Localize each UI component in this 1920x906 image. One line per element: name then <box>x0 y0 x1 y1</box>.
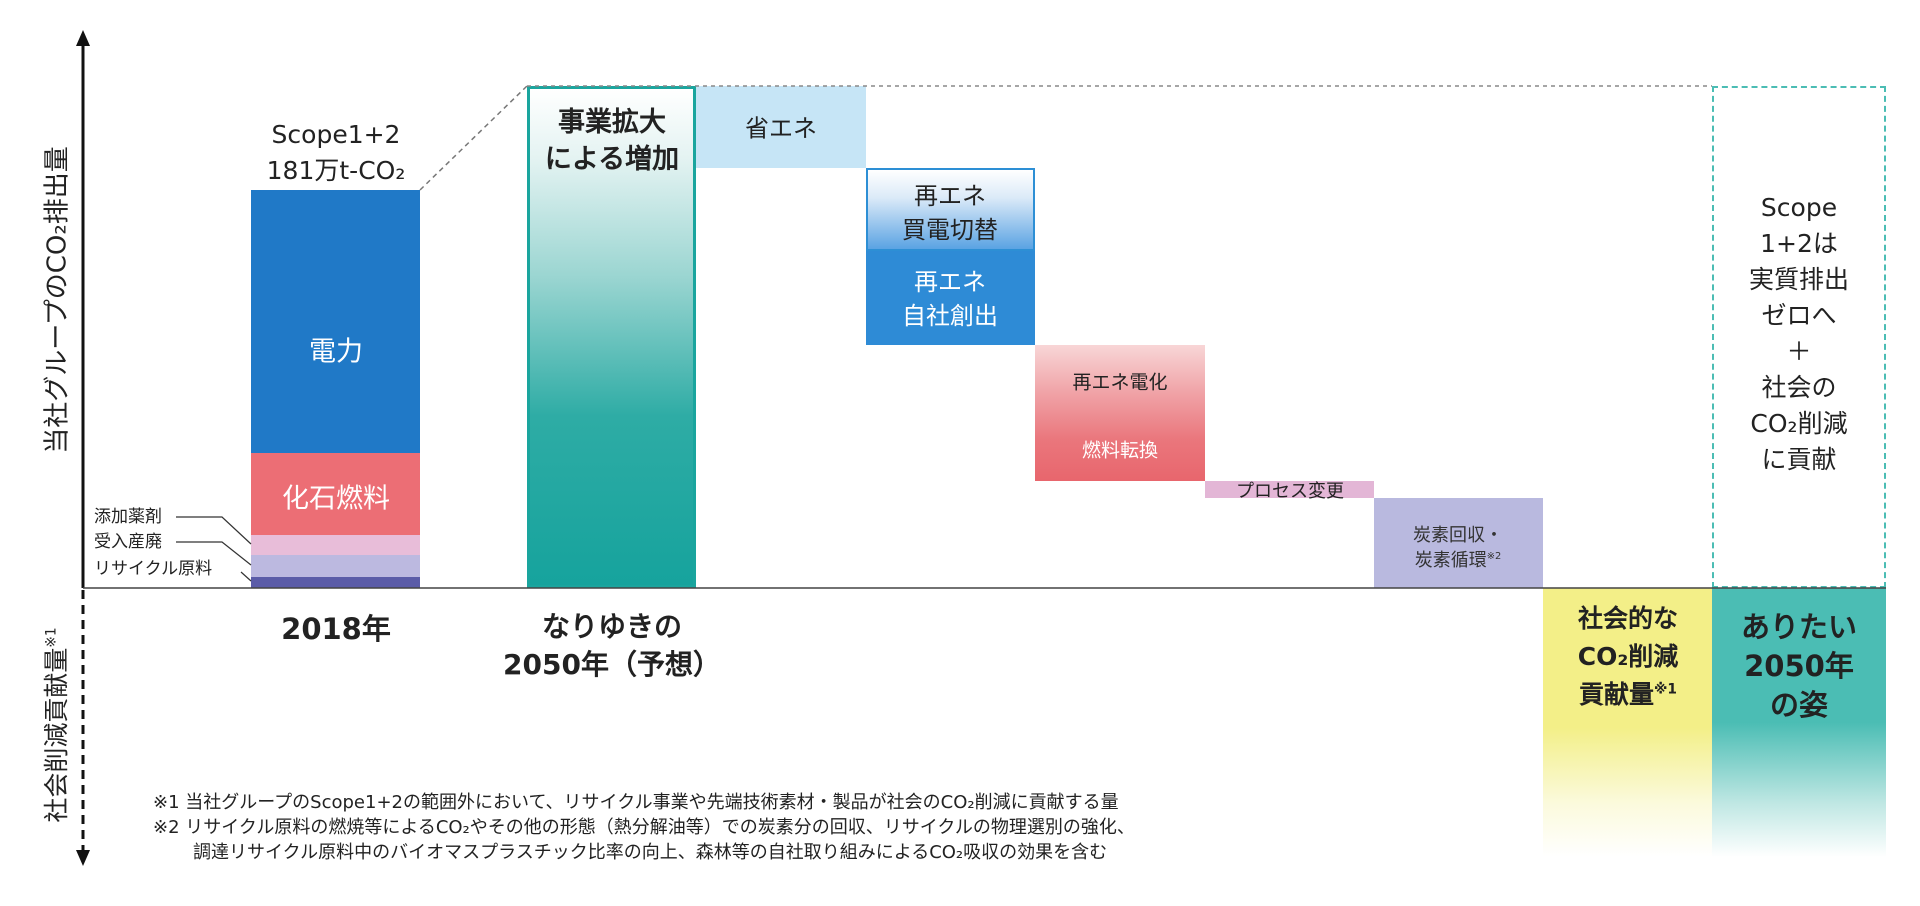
goal-line-4: ゼロへ <box>1761 301 1837 330</box>
bar-ideal-2050 <box>1712 588 1886 857</box>
additive-label: 添加薬剤 <box>94 507 162 527</box>
business-expansion-line-2: による増加 <box>544 144 680 175</box>
goal-line-8: に貢献 <box>1761 445 1837 474</box>
business-expansion-line-1: 事業拡大 <box>557 107 666 138</box>
business-expansion-label: 事業拡大 による増加 <box>545 104 679 178</box>
carbon-cycle-note: ※2 <box>1486 551 1502 563</box>
social-contribution-line-1: 社会的な <box>1577 604 1678 633</box>
year-2018-label: 2018年 <box>281 612 391 646</box>
process-change-label: プロセス変更 <box>1236 481 1344 502</box>
segment-additive <box>251 535 420 555</box>
segment-fossil-label: 化石燃料 <box>282 483 390 515</box>
goal-line-6: 社会の <box>1761 373 1837 402</box>
footnote-2: ※2 リサイクル原料の燃焼等によるCO₂やその他の形態（熱分解油等）での炭素分の… <box>153 817 1135 838</box>
renewable-purchase-line-1: 再エネ <box>914 182 986 210</box>
fuel-switch-label: 燃料転換 <box>1081 439 1159 462</box>
ideal-2050-line-1: ありたい <box>1740 610 1858 644</box>
bau-2050-line-1: なりゆきの <box>541 610 682 643</box>
bar-social-contribution <box>1543 588 1712 857</box>
social-contribution-label: 社会的な CO₂削減 貢献量※1 <box>1578 600 1679 714</box>
scope-total-value: 181万t-CO₂ <box>266 156 406 185</box>
goal-line-7: CO₂削減 <box>1750 409 1848 438</box>
bau-2050-line-2: 2050年（予想） <box>503 648 721 681</box>
bar-renewable-purchase <box>866 168 1035 251</box>
goal-line-2: 1+2は <box>1760 229 1838 258</box>
recycled-material-leader-line <box>240 571 252 582</box>
footnote-2-continued: 調達リサイクル原料中のバイオマスプラスチック比率の向上、森林等の自社取り組みによ… <box>193 842 1108 863</box>
segment-power-label: 電力 <box>309 336 363 368</box>
bau-2050-label: なりゆきの 2050年（予想） <box>503 608 721 684</box>
scope-label: Scope1+2 <box>271 120 401 149</box>
social-contribution-line-2: CO₂削減 <box>1577 642 1679 671</box>
renewable-purchase-label: 再エネ 買電切替 <box>902 179 998 247</box>
bar-renewable-self-generation <box>866 251 1035 345</box>
bar-business-expansion <box>527 86 696 588</box>
y-axis-lower-label: 社会削減貢献量※1 <box>42 627 71 823</box>
segment-power <box>251 190 420 453</box>
y-axis-up-arrow-icon <box>76 30 90 46</box>
carbon-capture-label: 炭素回収・ 炭素循環※2 <box>1413 523 1503 573</box>
renewable-self-line-2: 自社創出 <box>902 302 998 330</box>
bar-electrification-fuel-switch <box>1035 345 1205 481</box>
social-contribution-note: ※1 <box>1654 681 1677 698</box>
recycled-material-label: リサイクル原料 <box>94 559 213 579</box>
footnotes: ※1 当社グループのScope1+2の範囲外において、リサイクル事業や先端技術素… <box>153 790 1553 865</box>
y-axis-upper-label: 当社グループのCO₂排出量 <box>42 146 73 454</box>
y-axis-down-arrow-icon <box>76 850 90 866</box>
guide-diagonal-dashed <box>419 85 528 191</box>
received-waste-label: 受入産廃 <box>94 532 162 552</box>
goal-dashed-box <box>1712 86 1886 588</box>
bar-process-change <box>1205 481 1374 498</box>
bar-carbon-capture <box>1374 498 1543 588</box>
segment-recycled-material <box>251 577 420 588</box>
goal-line-3: 実質排出 <box>1748 265 1850 294</box>
renewable-purchase-line-2: 買電切替 <box>902 216 998 244</box>
electrification-label: 再エネ電化 <box>1072 371 1168 394</box>
scope-total-label: Scope1+2 181万t-CO₂ <box>267 117 406 189</box>
carbon-capture-line-2: 炭素循環※2 <box>1414 550 1502 571</box>
segment-received-waste <box>251 555 420 577</box>
additive-leader-line <box>176 516 252 545</box>
bar-energy-saving <box>696 86 866 168</box>
carbon-capture-line-1: 炭素回収・ <box>1413 525 1503 546</box>
y-axis-lower-note: ※1 <box>43 627 60 648</box>
renewable-self-line-1: 再エネ <box>914 268 986 296</box>
segment-fossil-fuel <box>251 453 420 535</box>
renewable-self-label: 再エネ 自社創出 <box>902 265 998 333</box>
footnote-1: ※1 当社グループのScope1+2の範囲外において、リサイクル事業や先端技術素… <box>153 792 1119 813</box>
goal-label: Scope 1+2は 実質排出 ゼロへ ＋ 社会の CO₂削減 に貢献 <box>1749 190 1849 478</box>
ideal-2050-line-3: の姿 <box>1769 688 1829 722</box>
ideal-2050-label: ありたい 2050年 の姿 <box>1741 608 1857 725</box>
ideal-2050-line-2: 2050年 <box>1744 649 1854 683</box>
goal-line-5: ＋ <box>1786 337 1812 366</box>
social-contribution-line-3: 貢献量※1 <box>1579 680 1677 709</box>
goal-line-1: Scope <box>1760 193 1838 222</box>
energy-saving-label: 省エネ <box>745 114 817 143</box>
